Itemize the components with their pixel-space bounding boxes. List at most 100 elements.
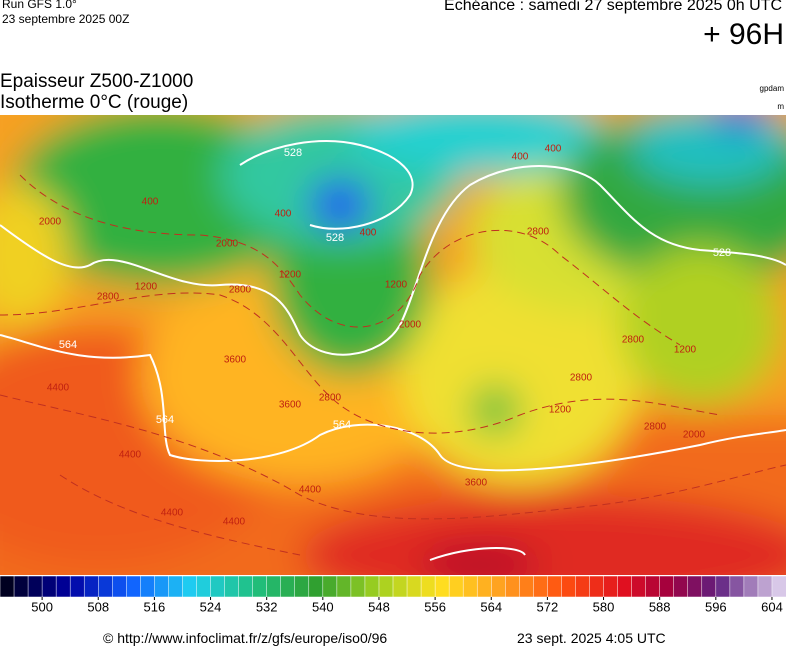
isotherm-label: 400 [512, 152, 529, 163]
colorbar-swatch [126, 576, 142, 598]
isotherm-label: 4400 [47, 383, 70, 394]
colorbar-tick-label: 556 [424, 599, 446, 614]
subtitle: Isotherme 0°C (rouge) [0, 92, 189, 113]
colorbar-swatch [701, 576, 717, 598]
isotherm-label: 2000 [683, 430, 706, 441]
colorbar-swatch [406, 576, 422, 598]
isotherm-label: 2800 [644, 422, 667, 433]
isotherm-label: 2800 [570, 373, 593, 384]
isotherm-label: 2000 [399, 320, 422, 331]
colorbar-swatch [645, 576, 661, 598]
title: Epaisseur Z500-Z1000 [0, 71, 194, 92]
isotherm-label: 1200 [279, 270, 302, 281]
thickness-label: 564 [59, 339, 77, 351]
colorbar-swatch [168, 576, 184, 598]
colorbar-swatch [757, 576, 773, 598]
colorbar-swatch [112, 576, 128, 598]
isotherm-label: 400 [275, 209, 292, 220]
colorbar-swatch [533, 576, 549, 598]
colorbar-tick-label: 524 [200, 599, 222, 614]
colorbar-swatch [294, 576, 310, 598]
isotherm-label: 3600 [279, 400, 302, 411]
isotherm-label: 2800 [319, 393, 342, 404]
isotherm-label: 4400 [299, 485, 322, 496]
colorbar-tick-label: 580 [593, 599, 615, 614]
generated: 23 sept. 2025 4:05 UTC [517, 630, 666, 646]
isotherm-label: 4400 [223, 517, 246, 528]
isotherm-label: 2000 [39, 217, 62, 228]
colorbar-swatch [771, 576, 786, 598]
colorbar-tick-label: 588 [649, 599, 671, 614]
colorbar-swatch [238, 576, 254, 598]
colorbar-swatch [476, 576, 493, 598]
unit: m [777, 102, 784, 111]
source: © http://www.infoclimat.fr/z/gfs/europe/… [103, 630, 388, 646]
colorbar-swatch [98, 576, 114, 598]
isotherm-label: 2800 [622, 335, 645, 346]
colorbar-swatch [561, 576, 577, 598]
colorbar-swatch [322, 576, 338, 598]
isotherm-label: 2800 [527, 227, 550, 238]
map: 528 528 528 564 564 564 400 2000 2000 1200 400 400 1… [0, 115, 786, 575]
isotherm-label: 400 [360, 228, 377, 239]
thickness-label: 528 [713, 247, 731, 259]
colorbar-swatch [631, 576, 647, 598]
colorbar-swatch [252, 576, 268, 598]
colorbar-swatch [0, 576, 15, 598]
colorbar-swatch [69, 576, 85, 598]
isotherm-label: 1200 [549, 405, 572, 416]
colorbar-tick-label: 540 [312, 599, 334, 614]
colorbar-swatch [505, 576, 521, 598]
colorbar-swatch [27, 576, 43, 598]
labels: 528 528 528 564 564 564 400 2000 2000 1200 400 400 1… [39, 144, 731, 528]
isotherm-label: 3600 [224, 355, 247, 366]
colorbar-tick-label: 604 [761, 599, 783, 614]
isotherm-label: 1200 [135, 282, 158, 293]
colorbar-swatch [687, 576, 703, 598]
colorbar-swatch [364, 576, 380, 598]
field [0, 115, 786, 575]
colorbar-swatch [519, 576, 535, 598]
thickness-contours [0, 140, 786, 561]
colorbar-swatch [547, 576, 563, 598]
colorbar-swatch [83, 576, 100, 598]
colorbar-swatch [55, 576, 71, 598]
colorbar-tick-label: 596 [705, 599, 727, 614]
colorbar-swatch [196, 576, 212, 598]
isotherm-label: 4400 [161, 508, 184, 519]
isotherm-label: 3600 [465, 478, 488, 489]
colorbar-swatch [617, 576, 633, 598]
colorbar-swatch [673, 576, 689, 598]
colorbar-swatch [715, 576, 731, 598]
thickness-label: 564 [156, 414, 174, 426]
colorbar-tick-label: 500 [31, 599, 53, 614]
colorbar-swatch [491, 576, 507, 598]
colorbar-swatch [350, 576, 366, 598]
isotherm-label: 2000 [216, 239, 239, 250]
run: Run GFS 1.0° [2, 0, 77, 11]
thickness-label: 564 [333, 419, 351, 431]
colorbar-swatch [336, 576, 352, 598]
colorbar-swatch [266, 576, 282, 598]
valid-time: Echéance : samedi 27 septembre 2025 0h U… [444, 0, 782, 14]
colorbar-swatch [589, 576, 605, 598]
colorbar-swatch [154, 576, 170, 598]
isotherm-contours [0, 174, 786, 556]
colorbar-swatch [182, 576, 198, 598]
colorbar-tick-label: 572 [537, 599, 559, 614]
isotherm-label: 400 [142, 197, 159, 208]
colorbar-swatch [575, 576, 591, 598]
run-date: 23 septembre 2025 00Z [2, 12, 130, 26]
isotherm-label: 1200 [385, 280, 408, 291]
isotherm-label: 2800 [97, 292, 120, 303]
colorbar-swatch [13, 576, 29, 598]
colorbar: 500 508 516 524 532 540 548 556 564 572 580 588 596 6… [0, 576, 786, 614]
lead-time: + 96H [703, 18, 784, 51]
colorbar-swatch [378, 576, 394, 598]
isotherm-label: 1200 [674, 345, 697, 356]
isotherm-label: 400 [545, 144, 562, 155]
thickness-label: 528 [284, 147, 302, 159]
isotherm-label: 4400 [119, 450, 142, 461]
colorbar-tick-label: 508 [87, 599, 109, 614]
